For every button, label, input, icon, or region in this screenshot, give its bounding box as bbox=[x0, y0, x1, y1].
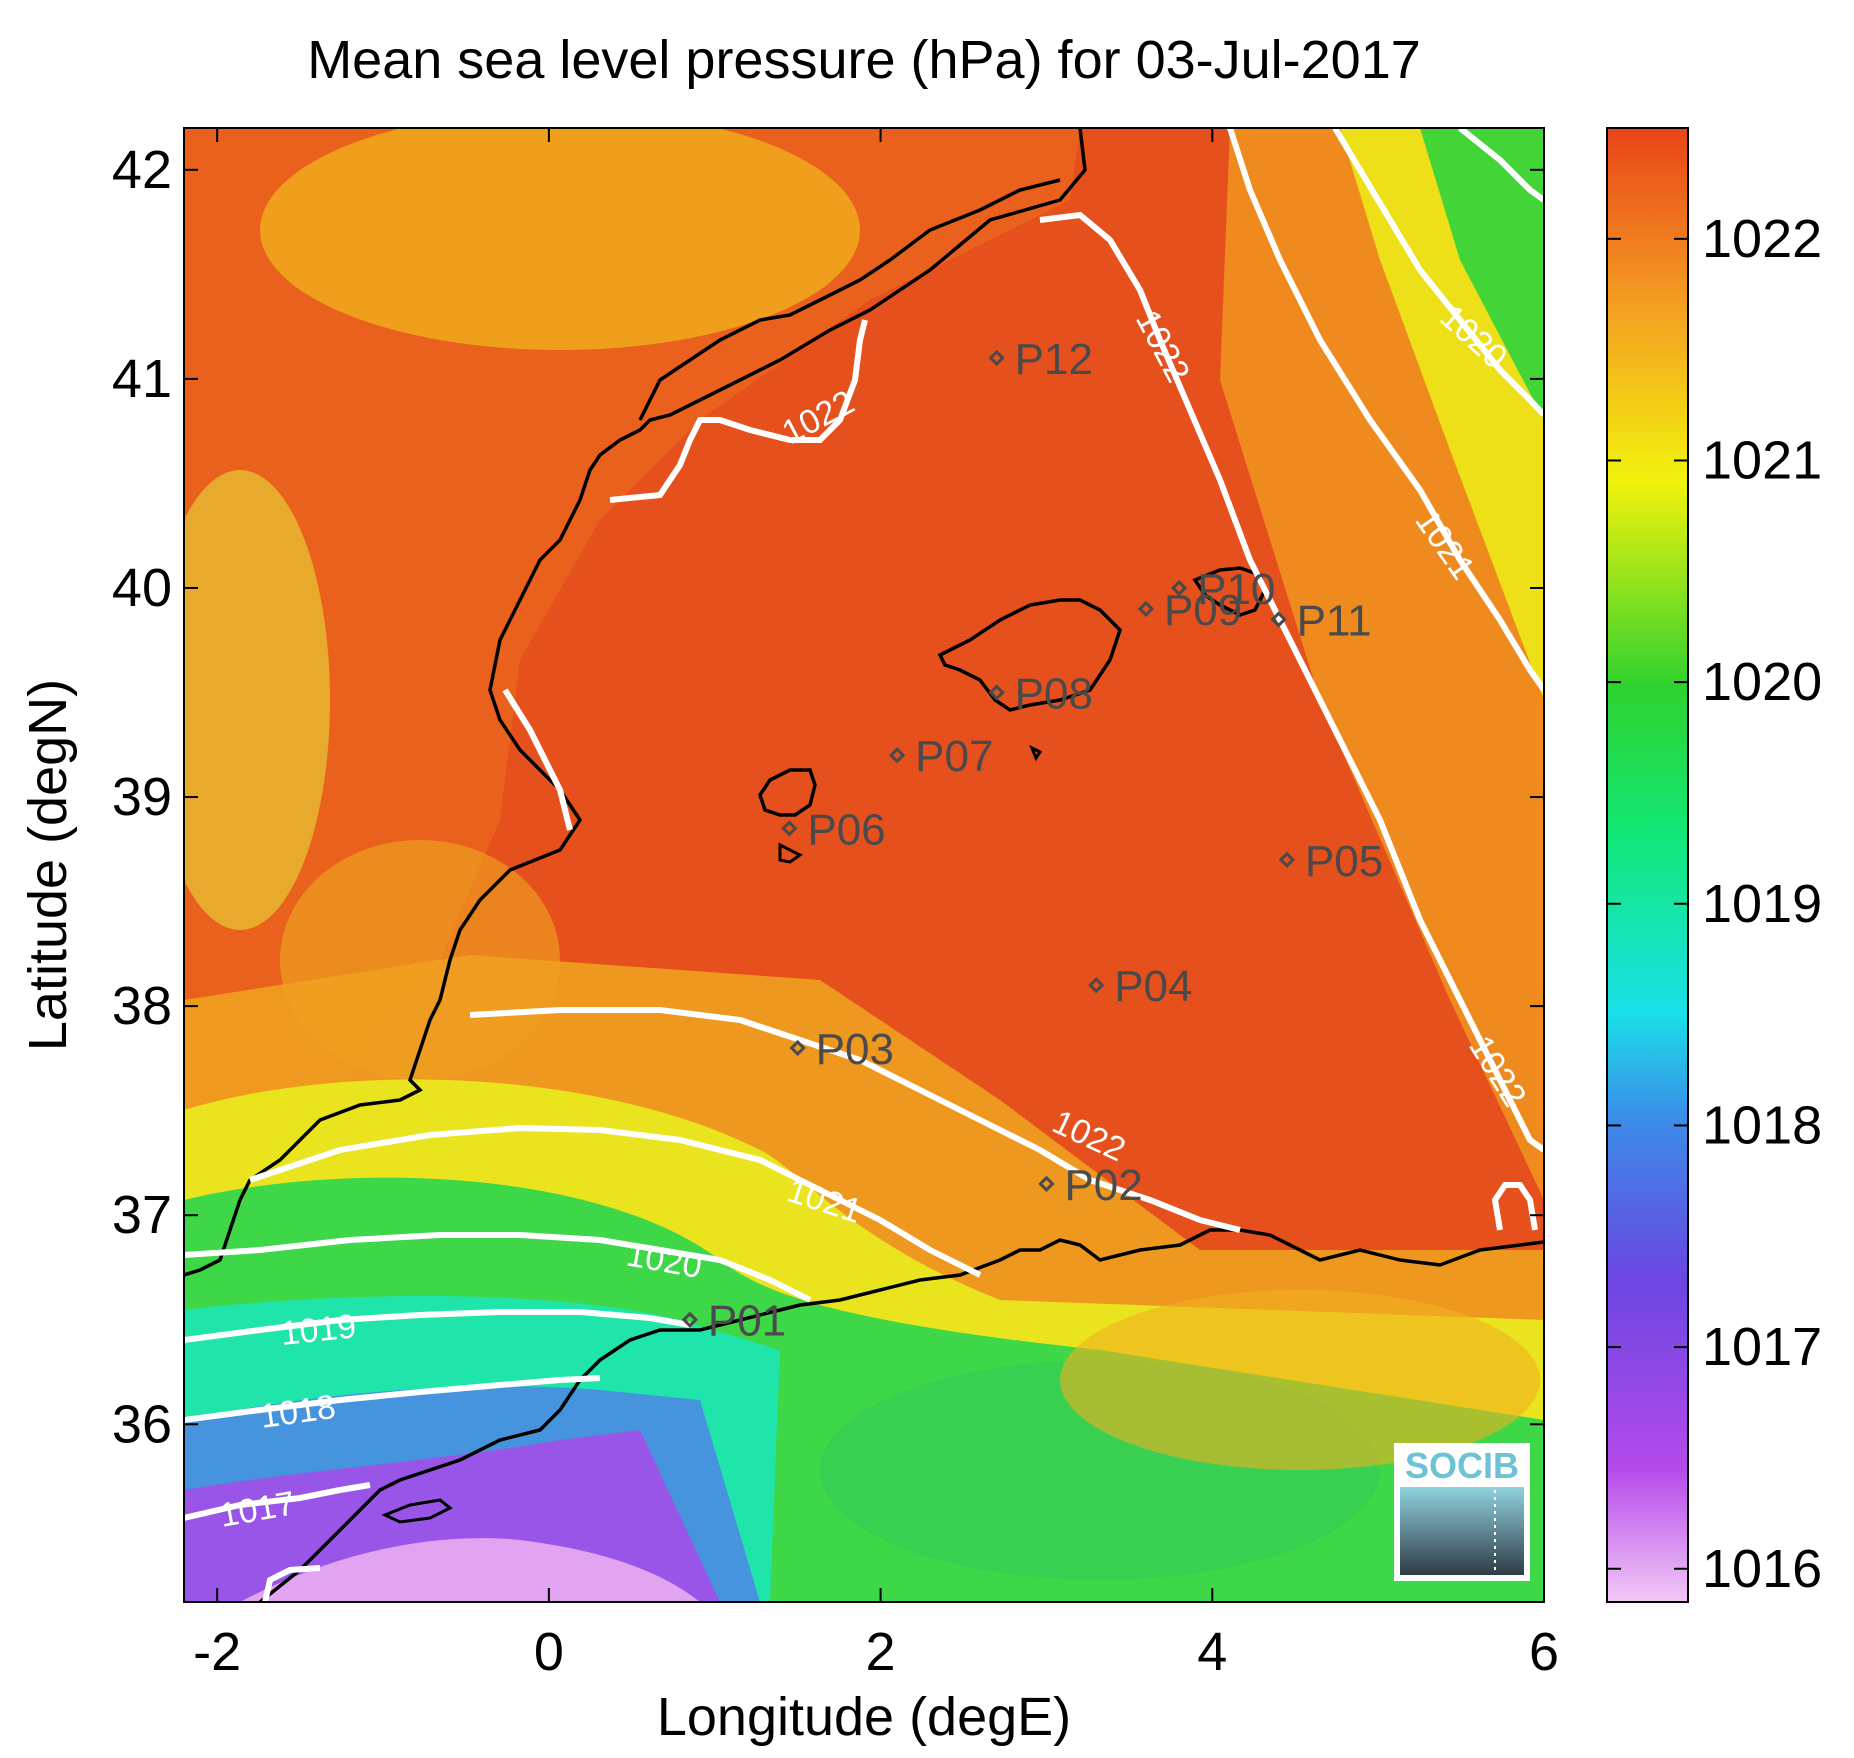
y-tick-label: 37 bbox=[112, 1185, 172, 1245]
station-marker bbox=[1278, 851, 1296, 868]
socib-logo: SOCIB bbox=[1394, 1443, 1530, 1581]
station-label: P08 bbox=[1015, 670, 1093, 719]
contour-1021-a bbox=[1227, 128, 1544, 692]
island-alboran bbox=[381, 1498, 453, 1524]
station-marker bbox=[1088, 977, 1105, 994]
island-formentera bbox=[778, 842, 803, 864]
contour-1022-d bbox=[502, 688, 573, 831]
colorbar-tick-label: 1018 bbox=[1702, 1095, 1822, 1155]
station-marker bbox=[681, 1311, 698, 1328]
station-label: P03 bbox=[816, 1025, 894, 1074]
yellow-patch-north bbox=[260, 128, 860, 350]
colorbar-tick-label: 1017 bbox=[1702, 1317, 1822, 1377]
colorbar-tick-label: 1022 bbox=[1702, 209, 1822, 269]
contour-1017-b bbox=[262, 1565, 321, 1602]
colorbar-tick-label: 1021 bbox=[1702, 430, 1822, 490]
station-marker bbox=[1137, 600, 1155, 618]
x-tick-label: 2 bbox=[866, 1622, 896, 1682]
station-label: P12 bbox=[1015, 335, 1093, 384]
station-label: P11 bbox=[1297, 596, 1372, 645]
island-ibiza bbox=[758, 768, 817, 817]
contour-1020-c bbox=[1458, 128, 1544, 203]
coastline-africa bbox=[258, 1228, 1544, 1602]
colorbar-ticks: 1016 1017 1018 1019 1020 1021 1022 bbox=[1607, 209, 1822, 1599]
colorbar-tick-label: 1019 bbox=[1702, 874, 1822, 934]
coastline-iberia bbox=[184, 128, 1087, 1277]
island-menorca bbox=[1192, 566, 1267, 617]
yellow-patch-west bbox=[184, 470, 330, 930]
x-tick-label: 4 bbox=[1197, 1622, 1227, 1682]
colorbar-tick-label: 1020 bbox=[1702, 652, 1822, 712]
station-label: P04 bbox=[1114, 962, 1192, 1011]
station-marker bbox=[781, 820, 798, 837]
station-marker bbox=[889, 747, 906, 764]
contour-1022-e bbox=[1491, 1182, 1538, 1231]
station-marker bbox=[988, 349, 1005, 367]
contour-1022-a bbox=[1039, 211, 1544, 1153]
coastline-upper bbox=[638, 178, 1061, 421]
contour-1020-b bbox=[184, 1232, 812, 1303]
africa-yellow-blob bbox=[1060, 1290, 1540, 1470]
station-marker bbox=[789, 1039, 806, 1057]
contour-1021-b bbox=[249, 1124, 982, 1278]
island-mallorca bbox=[937, 598, 1123, 712]
station-label: P02 bbox=[1064, 1161, 1142, 1210]
station-label: P10 bbox=[1197, 565, 1275, 614]
station-label: P09 bbox=[1164, 586, 1242, 635]
x-tick-label: 6 bbox=[1529, 1622, 1559, 1682]
station-label: P01 bbox=[708, 1297, 786, 1346]
contour-label-1019: 1019 bbox=[279, 1307, 358, 1353]
y-tick-label: 40 bbox=[112, 558, 172, 618]
contour-1022-c bbox=[609, 319, 868, 503]
plot-frame bbox=[183, 127, 1545, 1603]
map-title: Mean sea level pressure (hPa) for 03-Jul… bbox=[307, 30, 1421, 90]
y-tick-label: 39 bbox=[112, 767, 172, 827]
x-axis: -2 0 2 4 6 bbox=[193, 128, 1559, 1682]
contour-1020-a bbox=[1332, 128, 1544, 418]
station-marker bbox=[988, 684, 1005, 701]
south-pink bbox=[240, 1538, 700, 1602]
y-axis: 36 37 38 39 40 41 42 bbox=[112, 140, 1544, 1454]
x-axis-label: Longitude (degE) bbox=[657, 1687, 1071, 1747]
station-marker bbox=[1270, 611, 1287, 628]
y-tick-label: 36 bbox=[112, 1394, 172, 1454]
station-label: P05 bbox=[1305, 837, 1383, 886]
y-tick-label: 38 bbox=[112, 976, 172, 1036]
pressure-field bbox=[184, 128, 1544, 1602]
station-label: P06 bbox=[807, 805, 885, 854]
socib-logo-text: SOCIB bbox=[1405, 1445, 1519, 1486]
x-tick-label: -2 bbox=[193, 1622, 241, 1682]
station-marker bbox=[1170, 579, 1188, 597]
contour-1017 bbox=[184, 1482, 371, 1521]
ne-green bbox=[1420, 128, 1544, 420]
colorbar bbox=[1606, 127, 1689, 1603]
contour-1019 bbox=[184, 1309, 691, 1343]
y-axis-label: Latitude (degN) bbox=[18, 679, 78, 1051]
station-label: P07 bbox=[915, 732, 993, 781]
socib-logo-image bbox=[1400, 1487, 1524, 1575]
colorbar-tick-label: 1016 bbox=[1702, 1539, 1822, 1599]
x-tick-label: 0 bbox=[534, 1622, 564, 1682]
island-cabrera bbox=[1029, 744, 1043, 762]
y-tick-label: 41 bbox=[112, 349, 172, 409]
contour-1022-b bbox=[469, 1007, 1241, 1233]
contour-1018 bbox=[184, 1375, 601, 1423]
y-tick-label: 42 bbox=[112, 140, 172, 200]
station-marker bbox=[1038, 1175, 1055, 1192]
